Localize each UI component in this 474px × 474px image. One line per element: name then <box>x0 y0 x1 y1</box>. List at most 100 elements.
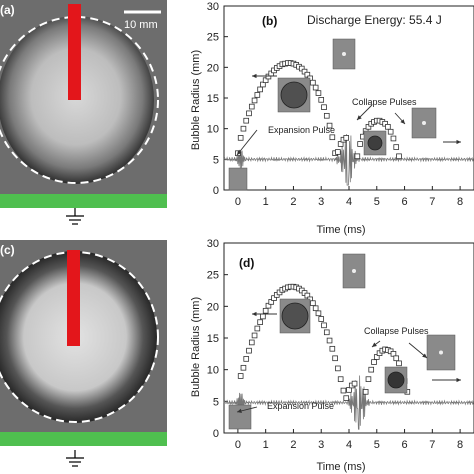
data-point <box>254 92 261 98</box>
data-point <box>315 310 322 317</box>
data-point <box>357 141 363 147</box>
y-tick-label: 30 <box>207 238 219 250</box>
data-point <box>326 337 333 344</box>
bubble-inset-image <box>384 366 408 394</box>
data-point <box>396 153 402 160</box>
x-tick-label: 0 <box>235 439 241 451</box>
data-point <box>248 103 255 110</box>
y-tick-label: 15 <box>207 93 219 105</box>
bubble-inset-image <box>279 298 311 334</box>
data-point <box>318 316 325 322</box>
annotation-expansion: Expansion Pulse <box>267 401 334 411</box>
scalebar-label: 10 mm <box>124 19 158 31</box>
data-point <box>393 355 400 362</box>
bubble-inset-image <box>426 334 456 371</box>
data-point <box>318 97 325 103</box>
x-tick-label: 1 <box>263 196 269 208</box>
x-tick-label: 7 <box>429 196 435 208</box>
x-tick-label: 1 <box>263 439 269 451</box>
electrode <box>68 4 81 100</box>
chart-b: 0 5 10 15 20 25 30 0 1 2 3 4 5 6 7 8 (b) Discharge Ene… <box>167 0 474 237</box>
y-tick-label: 20 <box>207 62 219 74</box>
data-point <box>246 110 252 117</box>
pressure-trace <box>223 375 474 430</box>
data-point <box>251 97 258 104</box>
x-tick-label: 5 <box>374 196 380 208</box>
x-tick-label: 3 <box>318 439 324 451</box>
data-point <box>326 122 333 129</box>
bubble-inset-image <box>332 38 356 70</box>
data-point <box>337 376 344 382</box>
data-point <box>354 153 361 160</box>
y-tick-label: 5 <box>213 154 219 166</box>
y-axis-label: Bubble Radius (mm) <box>190 297 202 397</box>
ground-plate <box>0 432 167 446</box>
y-axis-label: Bubble Radius (mm) <box>190 50 202 150</box>
y-tick-label: 0 <box>213 428 219 440</box>
data-point <box>260 313 266 320</box>
data-point <box>396 360 402 367</box>
y-axis: 0 5 10 15 20 25 30 <box>207 1 228 197</box>
data-point <box>323 112 330 119</box>
x-tick-label: 4 <box>346 439 352 451</box>
data-point <box>246 347 252 354</box>
data-point <box>240 125 247 132</box>
data-point <box>365 376 372 382</box>
data-point <box>340 387 347 394</box>
electrode <box>67 250 80 346</box>
y-tick-label: 5 <box>213 396 219 408</box>
data-point <box>329 345 336 352</box>
data-point <box>335 149 341 155</box>
data-point <box>385 124 391 130</box>
ground-symbol-icon <box>66 450 84 467</box>
y-tick-label: 15 <box>207 333 219 345</box>
data-point <box>315 90 322 96</box>
data-point <box>243 356 250 362</box>
panel-label-a: (a) <box>0 3 15 17</box>
x-axis-label: Time (ms) <box>316 224 365 236</box>
x-tick-label: 6 <box>401 439 407 451</box>
data-point <box>243 117 250 124</box>
x-axis: 0 1 2 3 4 5 6 7 8 <box>235 429 463 451</box>
bubble-inset-image <box>228 404 252 430</box>
annotation-collapse: Collapse Pulses <box>352 97 417 107</box>
data-point <box>310 79 316 86</box>
data-point <box>321 322 327 329</box>
chart-d: 0 5 10 15 20 25 30 0 1 2 3 4 5 6 7 8 (d) Time (ms) Bub… <box>167 237 474 474</box>
x-tick-label: 6 <box>401 196 407 208</box>
x-tick-label: 0 <box>235 196 241 208</box>
data-point <box>393 144 400 150</box>
x-tick-label: 8 <box>457 439 463 451</box>
ground-symbol-icon <box>66 208 84 225</box>
pressure-signal <box>223 134 474 186</box>
panel-label-c: (c) <box>0 243 15 257</box>
data-point <box>343 395 350 401</box>
data-point <box>312 84 319 91</box>
arrow-icon <box>443 139 461 145</box>
y-tick-label: 10 <box>207 124 219 136</box>
y-tick-label: 25 <box>207 32 219 44</box>
chart-panel-label: (d) <box>239 256 254 270</box>
data-point <box>332 355 338 362</box>
data-point <box>251 332 258 339</box>
x-tick-label: 2 <box>290 196 296 208</box>
arrow-icon <box>371 340 381 348</box>
chart-title: Discharge Energy: 55.4 J <box>307 13 442 27</box>
x-tick-label: 3 <box>318 196 324 208</box>
y-tick-label: 25 <box>207 270 219 282</box>
y-tick-label: 10 <box>207 365 219 377</box>
data-point <box>240 364 247 371</box>
bubble-radius-series <box>237 283 411 401</box>
data-point <box>387 128 394 135</box>
pressure-signal <box>223 375 474 430</box>
x-tick-label: 2 <box>290 439 296 451</box>
data-point <box>390 135 397 142</box>
photo-panel-a: (a) 10 mm <box>0 0 167 214</box>
bubble-inset-image <box>342 253 366 289</box>
arrow-icon <box>236 406 258 414</box>
data-point <box>257 86 263 93</box>
data-point <box>312 305 319 312</box>
x-tick-label: 4 <box>346 196 352 208</box>
arrow-icon <box>408 342 428 359</box>
data-point <box>368 366 375 373</box>
